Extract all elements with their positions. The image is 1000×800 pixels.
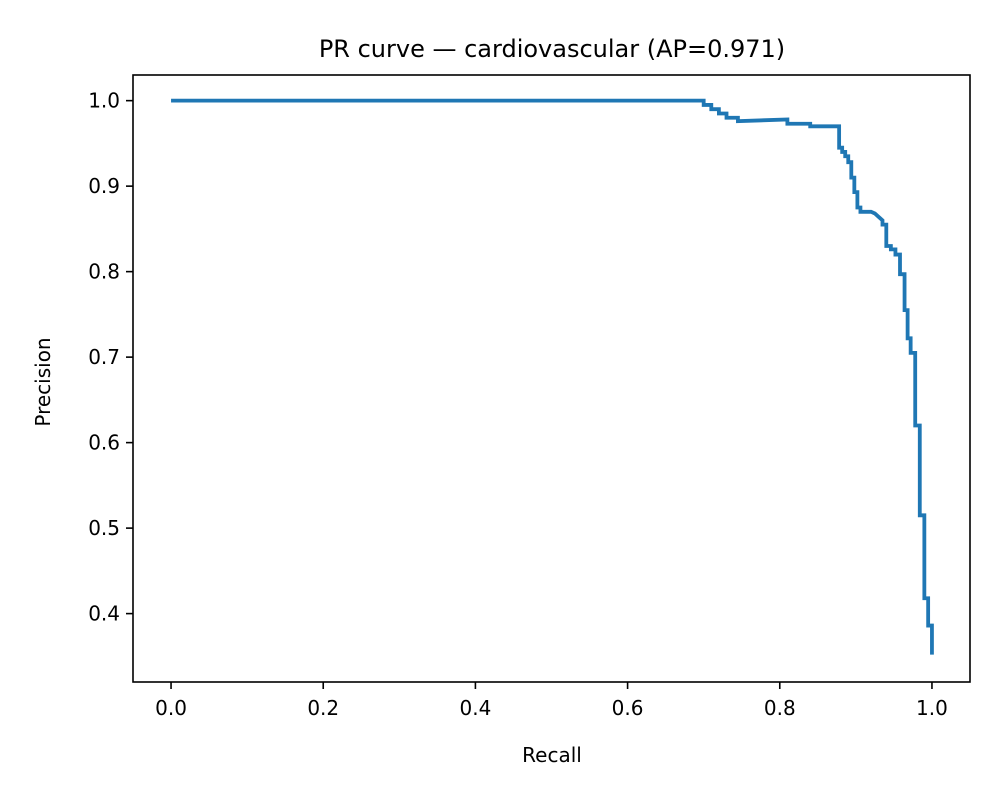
x-tick-label: 0.2: [307, 696, 339, 720]
y-tick-label: 1.0: [88, 89, 120, 113]
y-tick-label: 0.6: [88, 431, 120, 455]
x-tick-label: 0.0: [155, 696, 187, 720]
plot-frame: [132, 74, 971, 683]
chart-title: PR curve — cardiovascular (AP=0.971): [319, 35, 785, 63]
y-tick-label: 0.5: [88, 516, 120, 540]
x-axis-label: Recall: [522, 743, 582, 767]
x-tick-label: 0.8: [764, 696, 796, 720]
y-axis-label: Precision: [31, 337, 55, 426]
y-tick-label: 0.7: [88, 345, 120, 369]
x-tick-label: 1.0: [916, 696, 948, 720]
pr-curve-line: [171, 98, 934, 655]
y-tick-label: 0.4: [88, 602, 120, 626]
ticks-layer: 0.0 0.2 0.4 0.6 0.8 1.0 0.4 0.5 0.6 0.7 0.8 0.9 1.0: [88, 89, 948, 720]
x-tick-label: 0.6: [612, 696, 644, 720]
y-tick-label: 0.9: [88, 174, 120, 198]
y-tick-label: 0.8: [88, 260, 120, 284]
x-tick-label: 0.4: [460, 696, 492, 720]
